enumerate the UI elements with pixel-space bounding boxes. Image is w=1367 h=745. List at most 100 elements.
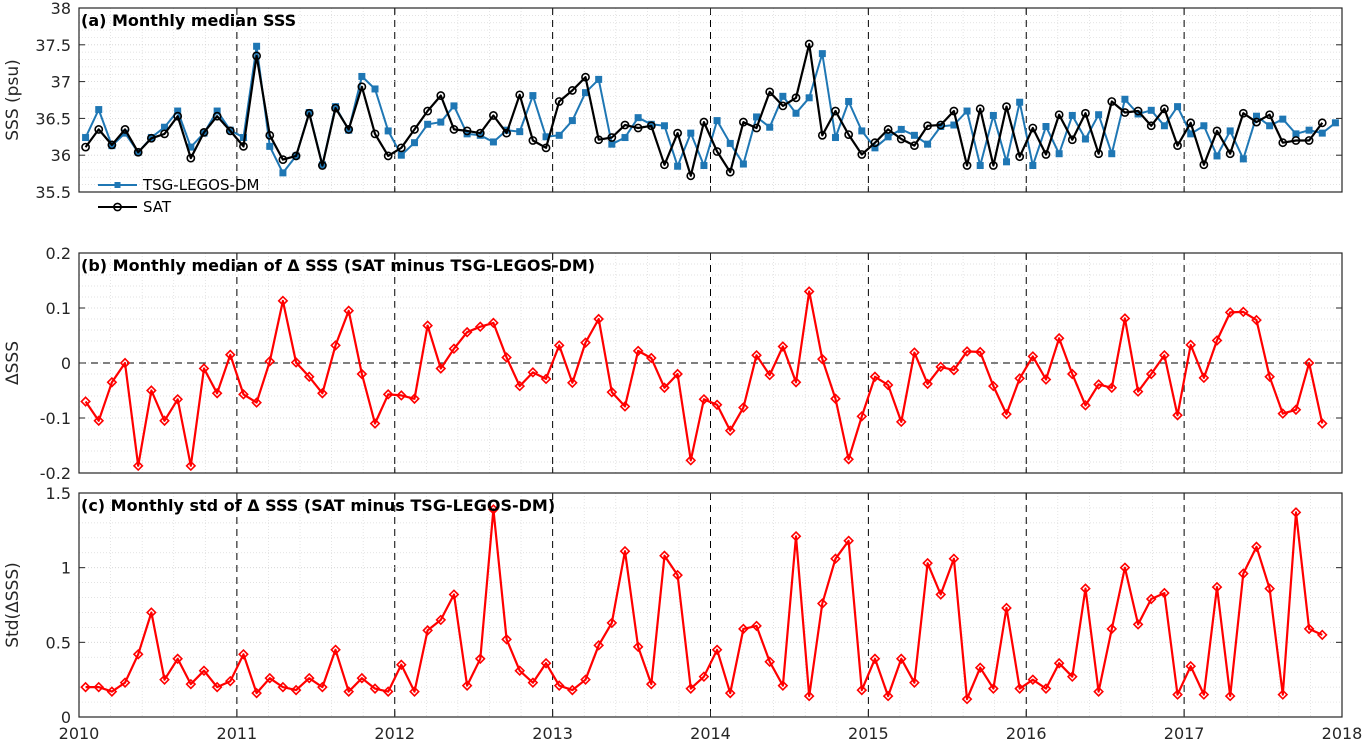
data-point	[1014, 683, 1026, 694]
data-point	[1093, 379, 1104, 390]
data-point	[278, 155, 288, 165]
data-point	[304, 108, 314, 118]
data-point	[252, 51, 262, 61]
data-point	[238, 389, 249, 400]
data-point	[1213, 152, 1221, 160]
data-point	[725, 167, 735, 177]
data-point	[489, 111, 498, 120]
data-point	[1331, 119, 1339, 127]
data-point	[1290, 507, 1302, 518]
data-point	[778, 101, 788, 111]
data-point	[199, 127, 209, 137]
data-point	[475, 128, 485, 138]
data-point	[645, 352, 657, 364]
data-point	[317, 161, 327, 170]
data-point	[172, 653, 184, 665]
data-point	[1265, 110, 1275, 120]
data-point	[1212, 126, 1222, 136]
data-point	[119, 677, 131, 688]
data-point	[803, 690, 815, 702]
data-point	[988, 380, 999, 392]
data-point	[1239, 155, 1247, 163]
data-point	[1053, 657, 1065, 669]
data-point	[172, 393, 184, 405]
minor-grid	[79, 8, 1342, 192]
data-point	[989, 111, 997, 119]
plot-frame	[78, 7, 1343, 193]
panel-title: (c) Monthly std of Δ SSS (SAT minus TSG-…	[81, 496, 555, 515]
y-tick-label: 0.5	[46, 633, 71, 652]
data-point	[567, 377, 578, 389]
data-point	[251, 397, 262, 408]
data-point	[1028, 123, 1038, 133]
data-point	[883, 125, 893, 134]
data-point	[317, 681, 328, 693]
series-line	[84, 290, 1324, 467]
data-point	[910, 141, 919, 151]
data-point	[1041, 150, 1051, 159]
data-point	[844, 130, 854, 139]
y-tick-label: 36.5	[35, 109, 71, 128]
data-point	[266, 142, 274, 150]
data-point	[527, 677, 539, 688]
data-point	[291, 151, 301, 161]
data-point	[541, 143, 551, 153]
data-point	[146, 385, 157, 396]
data-point	[1200, 122, 1208, 130]
data-point	[211, 387, 223, 399]
data-point	[553, 680, 565, 691]
data-point	[792, 109, 800, 117]
data-point	[1277, 689, 1289, 700]
data-point	[474, 321, 486, 333]
data-point	[422, 320, 433, 331]
data-point	[160, 129, 169, 139]
data-point	[1054, 110, 1064, 120]
data-point	[699, 117, 709, 127]
data-point	[1067, 135, 1077, 145]
data-point	[595, 75, 603, 83]
data-point	[659, 382, 670, 394]
data-point	[764, 656, 776, 668]
data-point	[816, 353, 828, 365]
data-point	[1251, 314, 1262, 326]
data-point	[448, 589, 460, 600]
data-point	[238, 648, 249, 660]
data-point	[975, 104, 985, 114]
data-point	[132, 460, 144, 472]
data-point	[80, 681, 91, 693]
data-point	[1107, 97, 1117, 106]
data-point	[1146, 121, 1156, 131]
data-point	[751, 349, 762, 361]
data-point	[1277, 408, 1289, 419]
data-point	[1185, 339, 1197, 351]
data-point	[1290, 404, 1302, 416]
data-point	[1145, 593, 1157, 605]
data-point	[712, 147, 722, 156]
data-point	[949, 106, 959, 116]
data-point	[146, 133, 156, 143]
data-point	[804, 39, 814, 49]
axis-ticks: 0 0.5 1 1.5	[46, 484, 1343, 727]
data-point	[1185, 660, 1197, 672]
data-point	[449, 125, 459, 134]
data-point	[514, 665, 526, 677]
data-point	[251, 687, 262, 699]
data-point	[700, 162, 708, 170]
data-point	[488, 317, 499, 329]
data-point	[1198, 372, 1210, 384]
data-point	[568, 117, 576, 125]
data-point	[724, 687, 736, 699]
data-point	[1093, 686, 1104, 697]
data-point	[1211, 581, 1223, 593]
data-point	[619, 401, 631, 412]
data-point	[871, 144, 879, 152]
data-point	[1199, 160, 1209, 170]
y-tick-label: -0.2	[40, 464, 71, 483]
data-point	[672, 368, 683, 380]
data-point	[961, 346, 973, 357]
x-tick-label: 2012	[374, 724, 415, 743]
data-point	[685, 683, 697, 694]
x-tick-label: 2015	[848, 724, 889, 743]
data-point	[1238, 108, 1248, 118]
data-point	[396, 143, 406, 153]
